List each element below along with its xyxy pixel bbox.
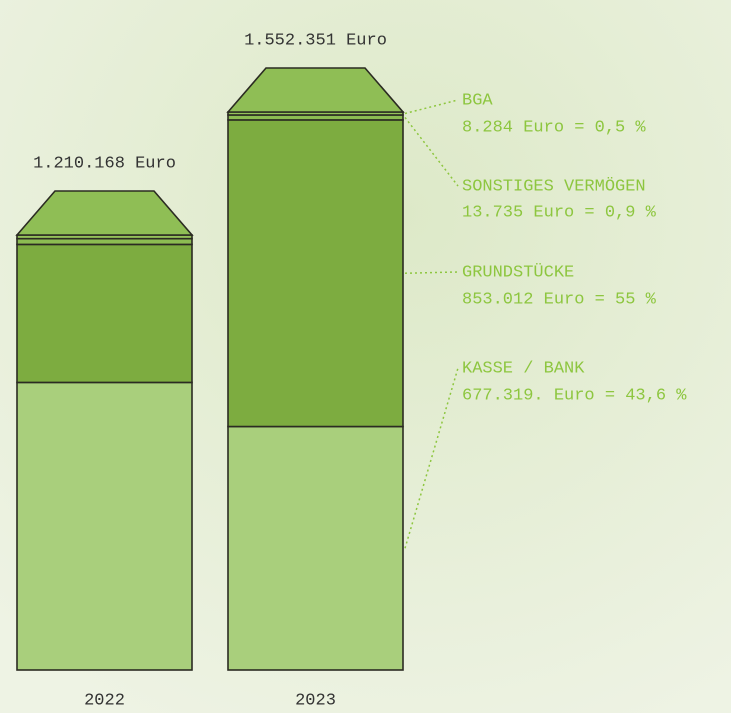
legend-label: SONSTIGES VERMÖGEN: [462, 176, 646, 196]
x-tick-label: 2022: [84, 691, 125, 710]
data-label: 677.319. Euro = 43,6 %: [462, 386, 687, 405]
leader-line: [404, 367, 459, 549]
bar-roof: [226, 67, 405, 113]
total-label: 1.552.351 Euro: [244, 31, 387, 50]
data-label: 853.012 Euro = 55 %: [462, 290, 657, 309]
legend-label: GRUNDSTÜCKE: [462, 262, 574, 282]
data-label: 8.284 Euro = 0,5 %: [462, 118, 646, 137]
bar-segment: [227, 425, 404, 671]
x-tick-label: 2023: [295, 691, 336, 710]
data-label: 13.735 Euro = 0,9 %: [462, 203, 657, 222]
legend-label: BGA: [462, 91, 493, 110]
leader-line: [404, 99, 459, 115]
leader-line: [404, 271, 459, 274]
total-label: 1.210.168 Euro: [33, 154, 176, 173]
bar-roof: [15, 190, 194, 236]
legend-label: KASSE / BANK: [462, 359, 585, 378]
bar-segment: [227, 119, 404, 428]
bar-segment: [16, 381, 193, 671]
bar-segment: [16, 237, 193, 246]
bar-segment: [16, 243, 193, 384]
